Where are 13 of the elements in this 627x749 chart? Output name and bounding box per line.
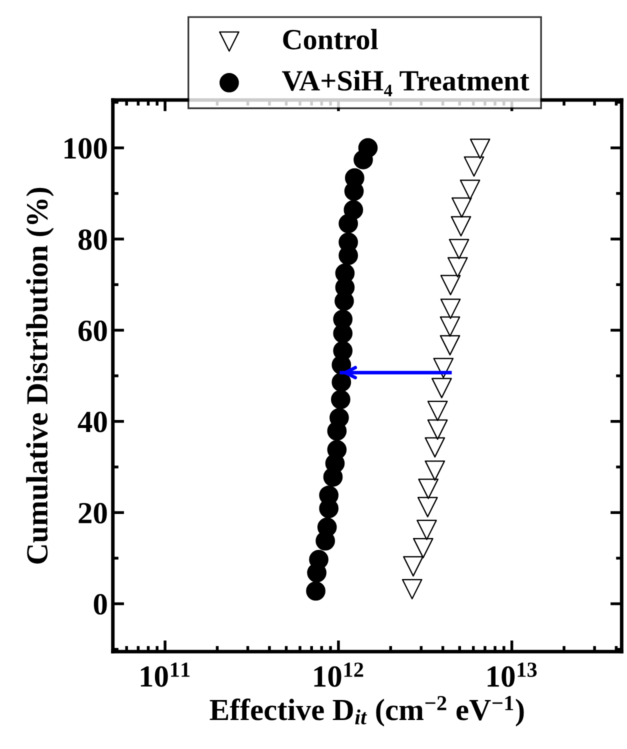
- y-axis-title: Cumulative Distribution (%): [26, 188, 54, 564]
- x-tick-label: 10$^{12}$: [314, 662, 364, 687]
- y-tick-label: 40: [78, 412, 107, 432]
- y-tick-label: 80: [78, 229, 107, 250]
- y-tick-label: 60: [78, 320, 107, 342]
- legend-label: VA+SiH₄ Treatment: [282, 70, 530, 96]
- x-axis-title: Effective D$_{it}$ (cm$^{−2}$ eV$^{−1}$): [210, 696, 524, 726]
- x-tick-label: 10$^{11}$: [140, 662, 190, 687]
- y-tick-label: 0: [94, 594, 107, 615]
- x-tick-label: 10$^{13}$: [488, 662, 537, 687]
- y-tick-label: 100: [64, 138, 107, 159]
- legend-label: Control: [283, 28, 378, 50]
- y-tick-label: 20: [78, 502, 107, 524]
